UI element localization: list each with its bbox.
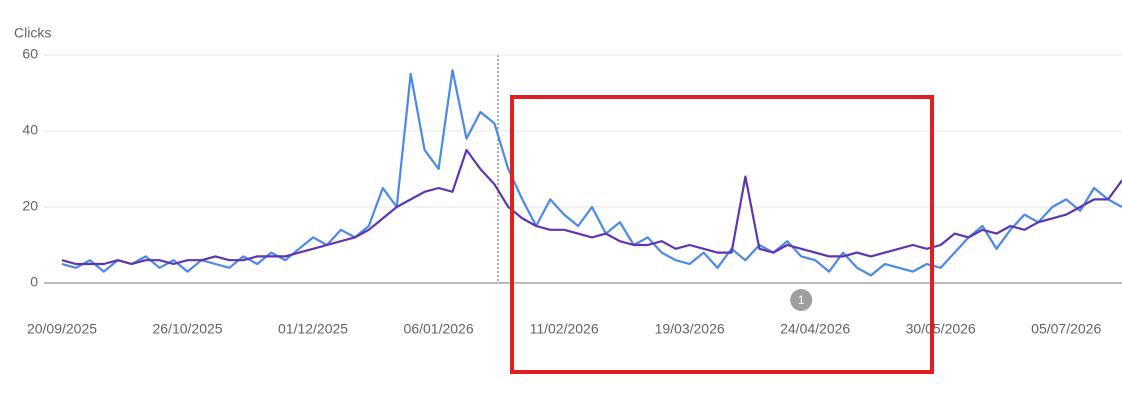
y-axis-label: Clicks bbox=[14, 25, 51, 41]
series-line bbox=[61, 148, 1122, 266]
plot-area: 0 20 40 60 20/09/2025 26/10/2025 01/12/2025 06/… bbox=[22, 46, 1122, 337]
x-tick-label: 30/05/2026 bbox=[906, 321, 976, 337]
x-tick-label: 20/09/2025 bbox=[27, 321, 97, 337]
x-tick-label: 01/12/2025 bbox=[278, 321, 348, 337]
x-tick-label: 11/02/2026 bbox=[530, 321, 599, 337]
annotation-marker bbox=[790, 289, 813, 311]
y-tick-label: 40 bbox=[22, 122, 38, 138]
x-tick-label: 26/10/2025 bbox=[152, 321, 222, 337]
highlight-box bbox=[510, 95, 934, 374]
annotation-label: 1 bbox=[798, 293, 805, 307]
x-tick-label: 24/04/2026 bbox=[780, 321, 850, 337]
y-tick-label: 20 bbox=[22, 198, 38, 214]
series-line bbox=[61, 69, 1122, 277]
x-tick-label: 06/01/2026 bbox=[404, 321, 474, 337]
y-tick-label: 0 bbox=[30, 274, 38, 290]
y-tick-label: 60 bbox=[22, 46, 38, 62]
x-tick-label: 19/03/2026 bbox=[655, 321, 725, 337]
x-tick-label: 05/07/2026 bbox=[1031, 321, 1101, 337]
